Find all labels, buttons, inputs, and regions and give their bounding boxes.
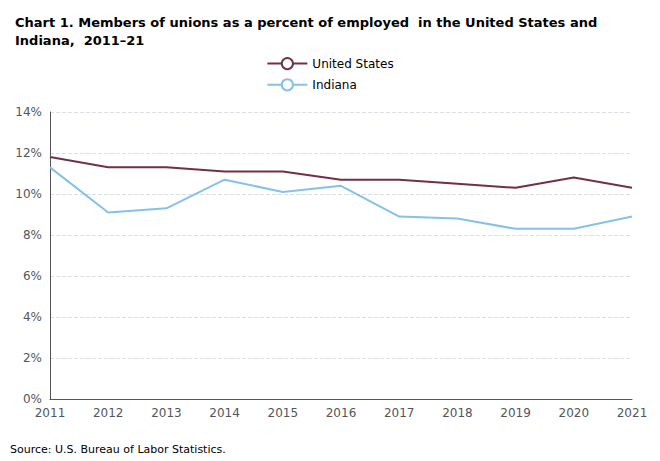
svg-text:4%: 4% [23,310,42,324]
svg-text:8%: 8% [23,228,42,242]
svg-text:2017: 2017 [384,406,415,420]
svg-text:United States: United States [312,57,393,71]
svg-text:12%: 12% [15,146,42,160]
svg-text:2011: 2011 [35,406,66,420]
svg-text:Source: U.S. Bureau of Labor S: Source: U.S. Bureau of Labor Statistics. [10,443,226,456]
svg-text:2013: 2013 [151,406,182,420]
svg-text:Chart 1. Members of unions as: Chart 1. Members of unions as a percent … [15,15,597,30]
svg-text:2015: 2015 [268,406,299,420]
svg-text:0%: 0% [23,392,42,406]
svg-text:2014: 2014 [209,406,240,420]
svg-text:2020: 2020 [559,406,590,420]
svg-text:10%: 10% [15,187,42,201]
svg-text:6%: 6% [23,269,42,283]
svg-text:2019: 2019 [500,406,531,420]
svg-text:Indiana: Indiana [312,78,356,92]
svg-text:2%: 2% [23,351,42,365]
svg-text:2021: 2021 [617,406,648,420]
svg-text:2018: 2018 [442,406,473,420]
svg-text:2012: 2012 [93,406,124,420]
svg-text:Indiana, 2011–21: Indiana, 2011–21 [15,33,144,48]
svg-text:14%: 14% [15,105,42,119]
svg-text:2016: 2016 [326,406,357,420]
